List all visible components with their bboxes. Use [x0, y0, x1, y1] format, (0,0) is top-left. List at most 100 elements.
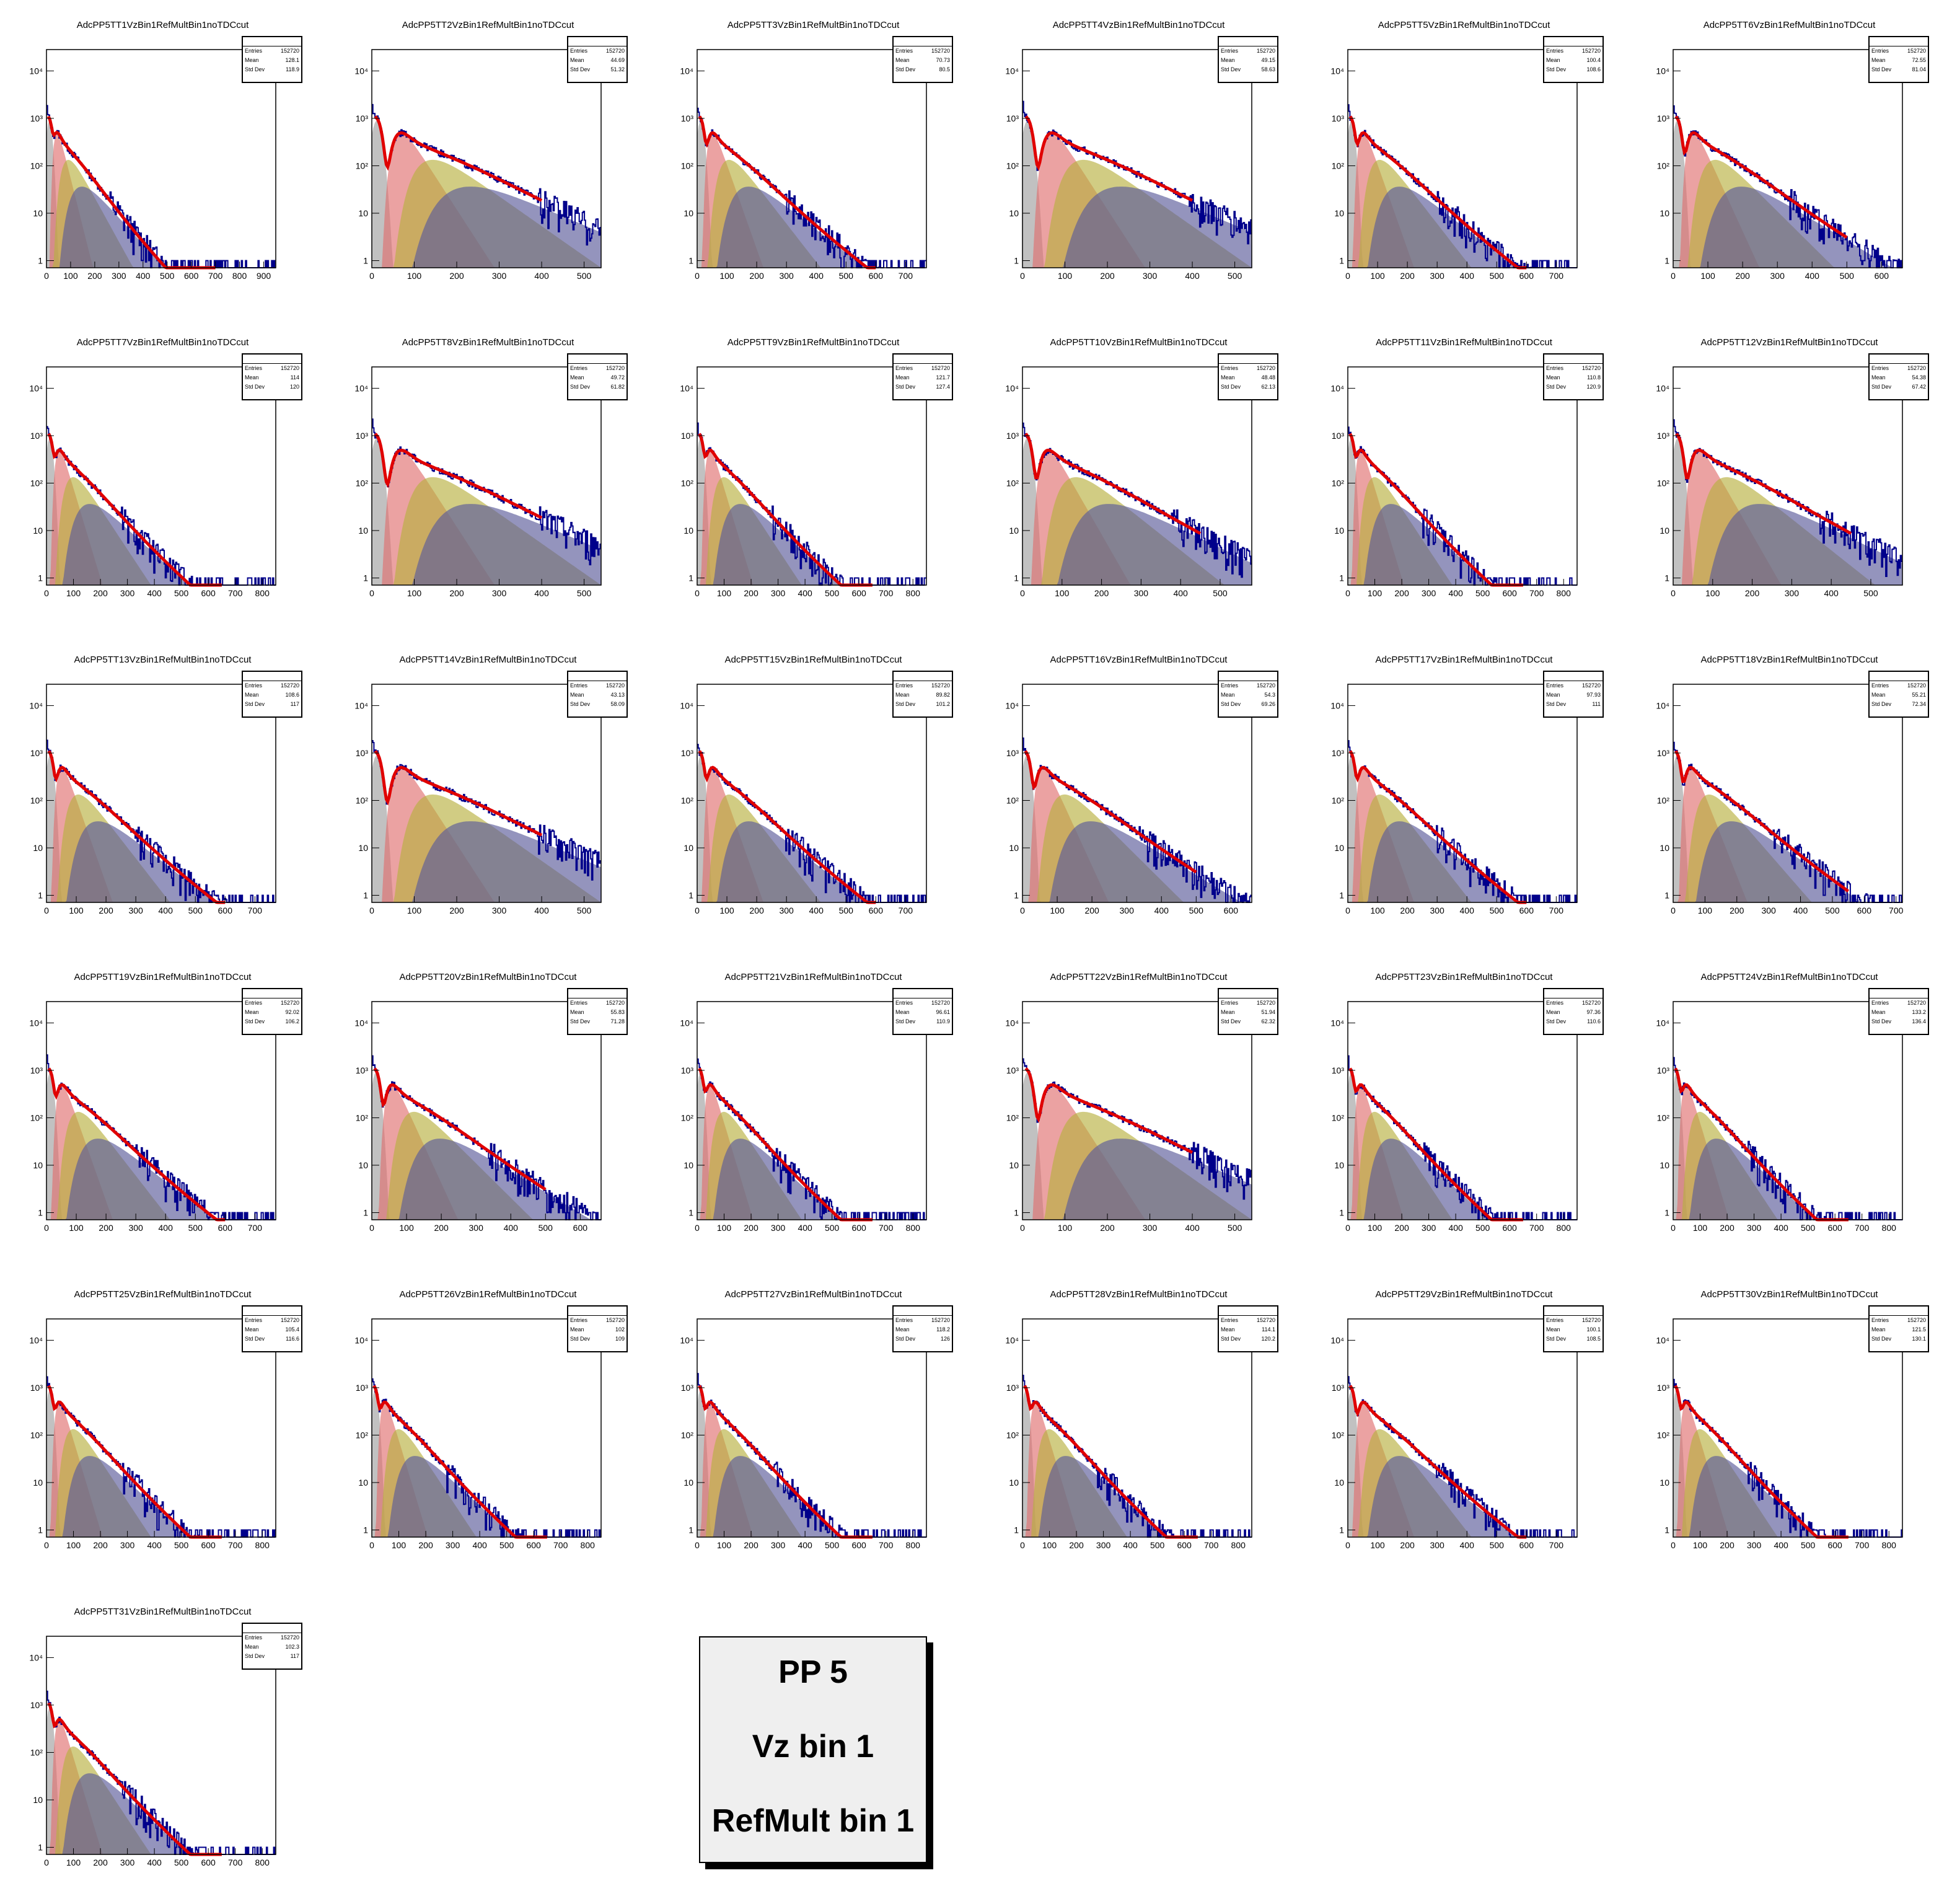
x-tick-label: 300	[771, 588, 786, 598]
panel-title: AdcPP5TT4VzBin1RefMultBin1noTDCcut	[1052, 20, 1225, 30]
x-tick-label: 400	[1460, 271, 1475, 281]
stats-label: Mean	[1871, 692, 1886, 698]
y-tick-label: 10	[1660, 843, 1669, 853]
stats-box-header	[1870, 37, 1928, 46]
y-tick-label: 10²	[30, 1747, 43, 1757]
stats-value: 152720	[605, 365, 625, 371]
histogram-panel: 1 10 10² 10³ 10⁴ 0 100 200 300 400 500 600 700 800 Adc…	[1627, 952, 1952, 1269]
stats-value: 49.72	[610, 374, 625, 381]
stats-label: Entries	[1546, 365, 1564, 371]
y-tick-label: 1	[1014, 256, 1019, 266]
stats-row: Std Dev 101.2	[894, 700, 952, 709]
stats-row: Mean 114	[243, 373, 301, 382]
x-tick-label: 700	[228, 1540, 243, 1550]
x-tick-label: 400	[1774, 1223, 1788, 1233]
y-tick-label: 10²	[1006, 795, 1019, 805]
stats-box-header	[243, 1307, 301, 1316]
x-tick-label: 500	[174, 588, 189, 598]
triple-mip-component	[1348, 1139, 1577, 1220]
label-box-face: PP 5 Vz bin 1 RefMult bin 1	[699, 1636, 927, 1863]
panel-title: AdcPP5TT6VzBin1RefMultBin1noTDCcut	[1703, 20, 1876, 30]
x-tick-label: 700	[248, 906, 263, 915]
stats-value: 133.2	[1912, 1009, 1926, 1015]
stats-label: Entries	[570, 682, 588, 689]
x-tick-label: 300	[128, 1223, 143, 1233]
x-tick-label: 600	[1827, 1540, 1842, 1550]
stats-value: 106.2	[285, 1018, 299, 1025]
y-tick-label: 10²	[356, 795, 369, 805]
y-tick-label: 1	[688, 256, 693, 266]
x-tick-label: 600	[1857, 906, 1872, 915]
histogram-plot: 1 10 10² 10³ 10⁴ 0 100 200 300 400 500 600	[354, 1001, 602, 1233]
stats-value: 152720	[1256, 1317, 1275, 1323]
y-tick-label: 10	[1660, 1160, 1669, 1170]
histogram-plot: 1 10 10² 10³ 10⁴ 0 100 200 300 400 500 600 700	[1656, 684, 1904, 915]
y-tick-label: 10²	[681, 1113, 694, 1122]
x-tick-label: 400	[147, 588, 162, 598]
stats-row: Std Dev 106.2	[243, 1017, 301, 1026]
stats-label: Mean	[1871, 374, 1886, 381]
y-tick-label: 10	[684, 1160, 693, 1170]
triple-mip-component	[1673, 187, 1902, 268]
stats-row: Std Dev 58.63	[1219, 65, 1277, 74]
panel-title: AdcPP5TT31VzBin1RefMultBin1noTDCcut	[74, 1606, 252, 1617]
y-tick-label: 10⁴	[354, 383, 368, 393]
x-tick-label: 0	[44, 1223, 49, 1233]
fit-curve	[1675, 433, 1852, 535]
stats-label: Std Dev	[245, 1018, 265, 1025]
triple-mip-component	[1348, 504, 1577, 585]
x-tick-label: 400	[1460, 1540, 1475, 1550]
y-tick-label: 1	[1339, 891, 1344, 901]
stats-label: Entries	[1871, 1317, 1889, 1323]
stats-box-header	[243, 1624, 301, 1633]
x-tick-label: 0	[1345, 1223, 1350, 1233]
stats-row: Mean 96.61	[894, 1008, 952, 1017]
histogram-plot: 1 10 10² 10³ 10⁴ 0 100 200 300 400 500 600 700 800	[29, 1636, 276, 1867]
y-tick-label: 10	[358, 1478, 368, 1488]
x-tick-label: 0	[1671, 588, 1676, 598]
triple-mip-component	[1348, 821, 1577, 902]
stats-row: Entries 152720	[1870, 1316, 1928, 1325]
stats-value: 118.9	[286, 66, 299, 73]
stats-label: Std Dev	[570, 701, 591, 707]
stats-box: Entries 152720 Mean 96.61 Std Dev 110.9	[892, 988, 953, 1035]
x-tick-label: 100	[1050, 906, 1065, 915]
y-tick-label: 10²	[356, 161, 369, 170]
y-tick-label: 10²	[30, 1430, 43, 1440]
stats-value: 152720	[1907, 365, 1926, 371]
stats-value: 152720	[1907, 1317, 1926, 1323]
stats-label: Mean	[570, 692, 584, 698]
stats-value: 152720	[1256, 365, 1275, 371]
stats-row: Mean 44.69	[568, 56, 626, 65]
y-tick-label: 10²	[681, 795, 694, 805]
y-tick-label: 10⁴	[1656, 1335, 1669, 1345]
y-tick-label: 1	[1664, 891, 1669, 901]
stats-box-header	[568, 672, 626, 681]
stats-value: 43.13	[610, 692, 625, 698]
y-tick-label: 1	[688, 891, 693, 901]
stats-box-header	[1870, 1307, 1928, 1316]
stats-value: 97.36	[1586, 1009, 1601, 1015]
stats-label: Mean	[895, 1326, 910, 1333]
stats-box: Entries 152720 Mean 89.82 Std Dev 101.2	[892, 671, 953, 718]
stats-box: Entries 152720 Mean 121.7 Std Dev 127.4	[892, 353, 953, 400]
histogram-plot: 1 10 10² 10³ 10⁴ 0 100 200 300 400 500 600 700 800	[354, 1318, 602, 1550]
stats-value: 67.42	[1912, 384, 1926, 390]
y-tick-label: 10	[684, 843, 693, 853]
y-tick-label: 10²	[1006, 1430, 1019, 1440]
histogram-panel: 1 10 10² 10³ 10⁴ 0 100 200 300 400 500 AdcPP5TT22Vz…	[976, 952, 1301, 1269]
stats-value: 152720	[1907, 682, 1926, 689]
stats-box: Entries 152720 Mean 54.3 Std Dev 69.26	[1218, 671, 1278, 718]
x-tick-label: 300	[1120, 906, 1135, 915]
x-tick-label: 500	[577, 906, 592, 915]
panel-title: AdcPP5TT3VzBin1RefMultBin1noTDCcut	[727, 20, 900, 30]
y-tick-label: 10⁴	[680, 1335, 693, 1345]
stats-value: 58.63	[1261, 66, 1275, 73]
y-tick-label: 1	[1339, 1208, 1344, 1218]
x-tick-label: 0	[1671, 1540, 1676, 1550]
x-tick-label: 300	[492, 271, 507, 281]
x-tick-label: 500	[174, 1858, 189, 1867]
stats-box: Entries 152720 Mean 48.48 Std Dev 62.13	[1218, 353, 1278, 400]
x-tick-label: 200	[1720, 1540, 1734, 1550]
stats-label: Mean	[1221, 1326, 1235, 1333]
